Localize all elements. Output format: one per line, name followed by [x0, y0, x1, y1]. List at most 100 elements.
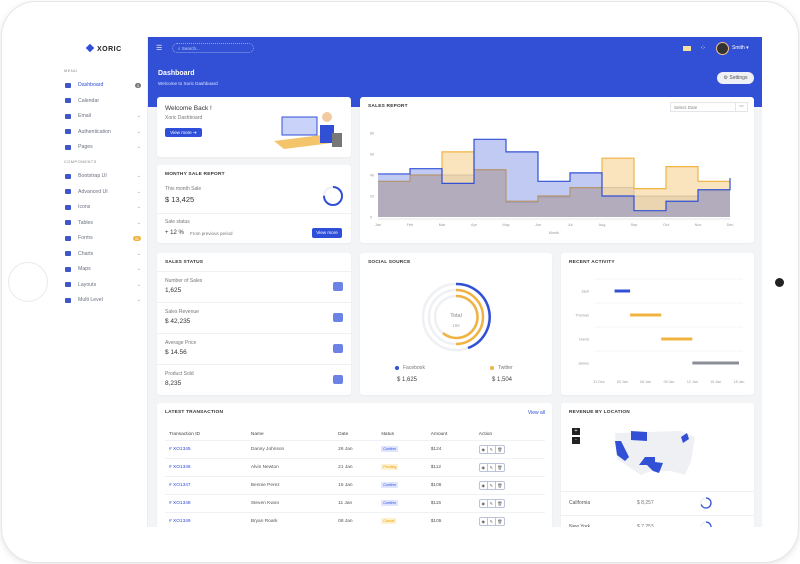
- stat-value: $ 42,235: [165, 318, 191, 325]
- recent-activity-card: RECENT ACTIVITY Jack Thomas David James 31 D…: [561, 253, 754, 395]
- page-subtitle: Welcome to Xoric Dashboard: [158, 81, 218, 86]
- action-group: ◉ ✎ 🗑: [478, 480, 505, 490]
- search-input[interactable]: ⌕ Search...: [172, 43, 254, 53]
- sidebar-item-layouts[interactable]: Layouts ⌄: [65, 279, 141, 291]
- avatar[interactable]: [716, 42, 729, 55]
- stat-value: $ 14.56: [165, 349, 187, 356]
- sidebar-item-dashboard[interactable]: Dashboard 3: [65, 79, 141, 91]
- delete-icon[interactable]: 🗑: [497, 518, 503, 524]
- sale-change: + 12 %: [165, 230, 184, 236]
- sidebar-item-multi-level[interactable]: Multi Level ⌄: [65, 294, 141, 306]
- settings-button[interactable]: ⚙ Settings: [717, 72, 754, 84]
- maps-icon: [65, 266, 71, 272]
- multilevel-icon: [65, 297, 71, 303]
- activity-bar: [614, 289, 631, 293]
- apps-icon[interactable]: ⁘: [700, 45, 706, 52]
- view-icon[interactable]: ◉: [480, 463, 488, 471]
- date-tick-label: 06 Jan: [640, 380, 651, 384]
- sidebar-item-calendar[interactable]: Calendar: [65, 95, 141, 107]
- delete-icon[interactable]: 🗑: [497, 464, 503, 470]
- sidebar-item-authentication[interactable]: Authentication ⌄: [65, 126, 141, 138]
- flag-icon[interactable]: [683, 46, 691, 51]
- sidebar-item-bootstrap-ui[interactable]: Bootstrap UI ⌄: [65, 170, 141, 182]
- map-zoom-in-button[interactable]: +: [572, 428, 580, 435]
- transaction-id-link[interactable]: # XO1348: [169, 500, 191, 506]
- welcome-view-more-button[interactable]: View more ➜: [165, 128, 202, 137]
- welcome-subtitle: Xoric Dashboard: [165, 115, 203, 121]
- edit-icon[interactable]: ✎: [488, 517, 496, 525]
- delete-icon[interactable]: 🗑: [497, 482, 503, 488]
- delete-icon[interactable]: 🗑: [497, 446, 503, 452]
- sidebar-item-label: Layouts: [78, 281, 97, 288]
- x-tick-label: Feb: [407, 223, 414, 227]
- stat-label: Number of Sales: [165, 278, 203, 284]
- sidebar-item-tables[interactable]: Tables ⌄: [65, 217, 141, 229]
- transaction-date: 21 Jan: [334, 458, 378, 477]
- sale-change-note: From previous period: [190, 231, 233, 236]
- divider: [157, 213, 351, 214]
- transaction-amount: $106: [426, 476, 475, 495]
- transaction-id-link[interactable]: # XO1347: [169, 482, 191, 488]
- customer-name: Bryan Roark: [246, 512, 335, 527]
- action-group: ◉ ✎ 🗑: [478, 462, 505, 472]
- user-menu[interactable]: Smith ▾: [732, 45, 749, 51]
- edit-icon[interactable]: ✎: [488, 445, 496, 453]
- layouts-icon: [65, 282, 71, 287]
- view-icon[interactable]: ◉: [480, 481, 488, 489]
- sidebar-item-charts[interactable]: Charts ⌄: [65, 248, 141, 260]
- location-row: California $ 8,257: [561, 491, 754, 515]
- sidebar-item-maps[interactable]: Maps ⌄: [65, 263, 141, 275]
- sidebar: XORIC MENU Dashboard 3 Calendar Email ⌄ Authe…: [57, 37, 148, 527]
- monthly-view-more-button[interactable]: View more: [312, 228, 342, 238]
- social-source-card: SOCIAL SOURCE Total 166 Facebook $ 1,625 T…: [360, 253, 552, 395]
- chevron-down-icon: ⌄: [136, 250, 141, 257]
- view-all-link[interactable]: View all: [527, 410, 545, 416]
- menu-toggle-icon[interactable]: ☰: [156, 45, 163, 52]
- transaction-id-link[interactable]: # XO1346: [169, 464, 191, 470]
- sidebar-item-forms[interactable]: Forms 11: [65, 232, 141, 244]
- series-area-1: [378, 151, 730, 217]
- stat-label: Sales Revenue: [165, 309, 199, 315]
- home-button[interactable]: [8, 262, 48, 302]
- sidebar-item-label: Maps: [78, 266, 91, 272]
- chevron-down-icon: ⌄: [136, 281, 141, 288]
- facebook-arc: [455, 282, 491, 350]
- transaction-id-link[interactable]: # XO1345: [169, 446, 191, 452]
- transaction-date: 26 Jan: [334, 440, 378, 459]
- table-row: # XO1348 Steven Kwon 11 Jan Confirm $115 ◉ ✎ 🗑: [165, 494, 545, 513]
- sidebar-item-advanced-ui[interactable]: Advanced UI ⌄: [65, 186, 141, 198]
- column-header: Amount: [426, 429, 475, 441]
- activity-timeline-chart: Jack Thomas David James 31 Dec 03 Jan 06 Jan 09…: [575, 278, 745, 384]
- transaction-amount: $105: [426, 512, 475, 527]
- sales-status-title: SALES STATUS: [165, 260, 204, 265]
- date-picker-input[interactable]: Select Date ▭: [670, 102, 748, 112]
- transaction-id-link[interactable]: # XO1349: [169, 518, 191, 524]
- advanced-icon: [65, 189, 71, 194]
- total-label: Total: [450, 313, 462, 319]
- sidebar-item-pages[interactable]: Pages ⌄: [65, 141, 141, 153]
- bootstrap-icon: [65, 173, 71, 179]
- view-icon[interactable]: ◉: [480, 445, 488, 453]
- icons-icon: [65, 204, 71, 210]
- source-value: $ 1,625: [397, 377, 418, 383]
- dashboard-icon: [65, 82, 71, 88]
- date-tick-label: 18 Jan: [734, 380, 745, 384]
- sidebar-item-email[interactable]: Email ⌄: [65, 110, 141, 122]
- charts-icon: [65, 251, 71, 256]
- delete-icon[interactable]: 🗑: [497, 500, 503, 506]
- edit-icon[interactable]: ✎: [488, 481, 496, 489]
- sidebar-item-label: Icons: [78, 204, 91, 210]
- edit-icon[interactable]: ✎: [488, 499, 496, 507]
- view-icon[interactable]: ◉: [480, 517, 488, 525]
- x-tick-label: Dec: [727, 223, 734, 227]
- activity-bar: [692, 361, 739, 365]
- chevron-down-icon: ⌄: [136, 188, 141, 195]
- view-icon[interactable]: ◉: [480, 499, 488, 507]
- sidebar-item-icons[interactable]: Icons ⌄: [65, 201, 141, 213]
- activity-bar: [630, 313, 662, 317]
- calendar-icon[interactable]: ▭: [735, 103, 747, 111]
- stat-label: Product Sold: [165, 371, 194, 377]
- edit-icon[interactable]: ✎: [488, 463, 496, 471]
- map-zoom-out-button[interactable]: -: [572, 437, 580, 444]
- table-row: # XO1345 Danny Johnson 26 Jan Confirm $124 ◉ ✎…: [165, 440, 545, 459]
